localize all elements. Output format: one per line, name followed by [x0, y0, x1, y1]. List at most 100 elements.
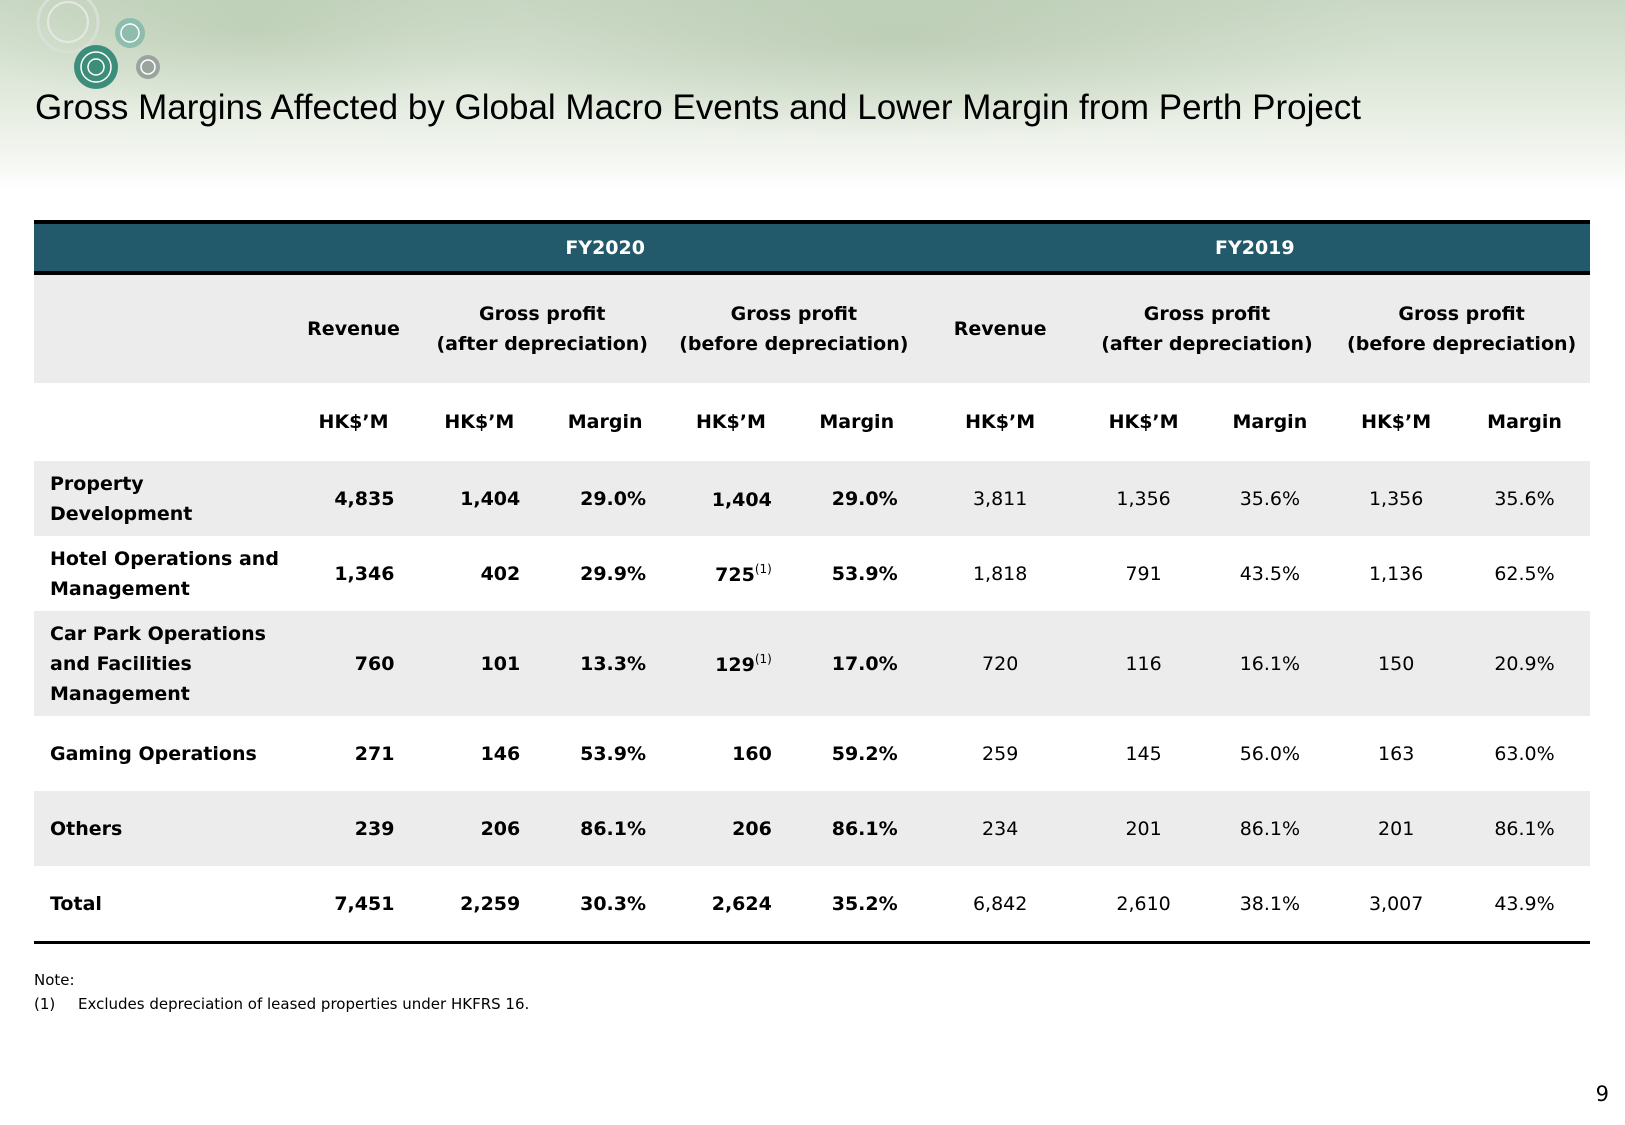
- fy2019-gp-after: 2,610: [1116, 892, 1171, 915]
- margin-label: Margin: [542, 383, 669, 461]
- segment-name: Others: [34, 791, 291, 866]
- table-row: Property Development 4,835 1,404 29.0% 1,…: [34, 461, 1590, 536]
- fy2020-gp-before-margin: 86.1%: [793, 791, 920, 866]
- unit-label: HK$’M: [1080, 383, 1207, 461]
- footnote-mark: (1): [754, 651, 772, 666]
- fy2020-revenue: 760: [290, 611, 417, 716]
- fy2020-gp-after-margin: 29.0%: [542, 461, 669, 536]
- fy2019-gp-after: 791: [1125, 562, 1162, 585]
- margin-label: Margin: [1206, 383, 1334, 461]
- year-header-row: FY2020 FY2019: [34, 220, 1590, 275]
- table-row: Hotel Operations and Management 1,346 402…: [34, 536, 1590, 611]
- fy2020-header: FY2020: [290, 220, 920, 275]
- fy2019-gp-after-margin: 16.1%: [1206, 611, 1334, 716]
- fy2019-gp-before-header: Gross profit (before depreciation): [1333, 273, 1590, 383]
- fy2020-gp-after-margin: 13.3%: [542, 611, 669, 716]
- fy2019-gp-after-margin: 56.0%: [1239, 742, 1301, 765]
- fy2020-revenue: 271: [354, 742, 395, 765]
- fy2019-revenue: 1,818: [972, 562, 1028, 585]
- segment-name: Car Park Operations and Facilities Managem…: [34, 611, 291, 716]
- table-row: Car Park Operations and Facilities Managem…: [34, 611, 1590, 716]
- segment-name: Gaming Operations: [50, 742, 257, 765]
- fy2019-gp-before-margin: 35.6%: [1459, 461, 1590, 536]
- fy2020-gp-after-margin: 86.1%: [542, 791, 669, 866]
- fy2019-gp-after-margin: 38.1%: [1239, 892, 1301, 915]
- fy2019-gp-before-margin: 86.1%: [1459, 791, 1590, 866]
- fy2019-gp-before: 1,136: [1368, 562, 1424, 585]
- fy2020-revenue-header: Revenue: [290, 273, 417, 383]
- fy2019-gp-after-margin: 35.6%: [1206, 461, 1334, 536]
- header-banner: [0, 0, 1625, 190]
- fy2020-gp-after: 402: [480, 562, 521, 585]
- segment-name: Property Development: [34, 461, 291, 536]
- fy2019-header: FY2019: [919, 220, 1590, 275]
- fy2020-revenue: 239: [290, 791, 417, 866]
- fy2020-gp-after: 2,259: [460, 892, 521, 915]
- fy2019-gp-before: 150: [1333, 611, 1460, 716]
- fy2019-gp-after: 1,356: [1080, 461, 1207, 536]
- fy2020-gp-after: 101: [416, 611, 543, 716]
- fy2020-gp-after-header: Gross profit (after depreciation): [416, 273, 669, 383]
- footnote: Note: (1) Excludes depreciation of leased…: [34, 968, 529, 1016]
- fy2019-gp-after-margin: 86.1%: [1206, 791, 1334, 866]
- unit-label: HK$’M: [919, 383, 1081, 461]
- fy2020-gp-after-margin: 29.9%: [580, 562, 647, 585]
- fy2020-gp-before: 160: [732, 742, 772, 765]
- unit-label: HK$’M: [290, 383, 417, 461]
- fy2019-gp-after-margin: 43.5%: [1239, 562, 1301, 585]
- fy2020-revenue: 4,835: [290, 461, 417, 536]
- fy2019-gp-before: 163: [1378, 742, 1415, 765]
- fy2020-gp-before: 206: [668, 791, 794, 866]
- fy2019-revenue: 720: [919, 611, 1081, 716]
- fy2019-gp-before: 1,356: [1333, 461, 1460, 536]
- fy2019-gp-after: 116: [1080, 611, 1207, 716]
- unit-label: HK$’M: [416, 383, 543, 461]
- fy2019-gp-before-margin: 62.5%: [1494, 562, 1555, 585]
- fy2020-gp-after: 206: [416, 791, 543, 866]
- fy2019-gp-before: 201: [1333, 791, 1460, 866]
- fy2020-gp-before-margin: 29.0%: [793, 461, 920, 536]
- note-label: Note:: [34, 971, 75, 989]
- page-title: Gross Margins Affected by Global Macro E…: [35, 88, 1362, 127]
- footnote-mark: (1): [754, 561, 772, 576]
- fy2020-gp-before: 725(1): [715, 561, 772, 586]
- fy2019-revenue: 259: [982, 742, 1019, 765]
- column-header-row: Revenue Gross profit (after depreciation)…: [34, 273, 1590, 383]
- fy2020-gp-after-margin: 30.3%: [580, 892, 647, 915]
- unit-row: HK$’M HK$’M Margin HK$’M Margin HK$’M HK…: [34, 383, 1590, 461]
- fy2019-revenue-header: Revenue: [919, 273, 1081, 383]
- fy2020-gp-before-margin: 59.2%: [831, 742, 898, 765]
- fy2019-gp-after: 201: [1080, 791, 1207, 866]
- fy2020-revenue: 7,451: [334, 892, 395, 915]
- total-row: Total 7,451 2,259 30.3% 2,624 35.2% 6,84…: [34, 866, 1590, 943]
- fy2019-revenue: 3,811: [919, 461, 1081, 536]
- fy2020-gp-after-margin: 53.9%: [580, 742, 647, 765]
- fy2020-gp-before: 1,404: [668, 461, 794, 536]
- segment-name: Hotel Operations and Management: [50, 547, 279, 600]
- note-text: Excludes depreciation of leased properti…: [78, 995, 530, 1013]
- note-item: (1) Excludes depreciation of leased prope…: [34, 992, 529, 1016]
- fy2020-gp-before-margin: 53.9%: [831, 562, 898, 585]
- fy2020-gp-before: 2,624: [711, 892, 772, 915]
- fy2019-gp-before: 3,007: [1368, 892, 1424, 915]
- margin-label: Margin: [1459, 383, 1590, 461]
- page-number: 9: [1595, 1082, 1609, 1106]
- unit-label: HK$’M: [1333, 383, 1460, 461]
- note-mark: (1): [34, 995, 56, 1013]
- unit-label: HK$’M: [668, 383, 794, 461]
- decorative-circles-icon: [36, 0, 160, 89]
- fy2020-gp-before-header: Gross profit (before depreciation): [668, 273, 920, 383]
- fy2019-revenue: 234: [919, 791, 1081, 866]
- table-row: Gaming Operations 271 146 53.9% 160 59.2…: [34, 716, 1590, 791]
- gross-margin-table: FY2020 FY2019 Revenue Gross profit (after…: [34, 220, 1590, 944]
- fy2020-gp-before: 129(1): [668, 611, 794, 716]
- fy2020-gp-after: 1,404: [416, 461, 543, 536]
- fy2019-gp-after-header: Gross profit (after depreciation): [1080, 273, 1334, 383]
- fy2019-revenue: 6,842: [972, 892, 1028, 915]
- fy2019-gp-before-margin: 63.0%: [1494, 742, 1555, 765]
- fy2019-gp-before-margin: 43.9%: [1494, 892, 1555, 915]
- margin-label: Margin: [793, 383, 920, 461]
- fy2019-gp-before-margin: 20.9%: [1459, 611, 1590, 716]
- fy2020-revenue: 1,346: [334, 562, 395, 585]
- fy2020-gp-after: 146: [480, 742, 521, 765]
